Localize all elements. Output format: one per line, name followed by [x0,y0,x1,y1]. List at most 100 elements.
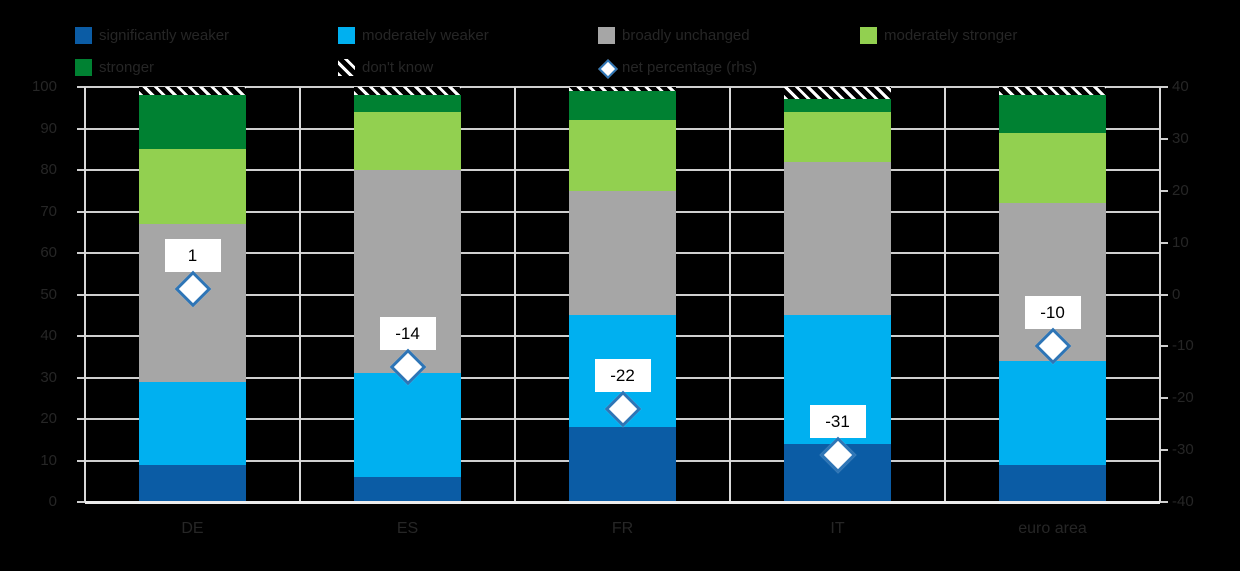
bar-segment [999,87,1106,96]
bar-segment [354,373,461,478]
bar-segment [569,87,676,92]
legend-label: don't know [362,58,434,76]
right-axis-tick [1160,189,1168,192]
left-axis-tick [77,335,85,337]
bar-segment [999,360,1106,465]
right-axis-tick [1160,501,1168,503]
right-axis-tick [1160,86,1168,88]
stronger-swatch-icon [75,58,92,76]
right-axis-tick-label: 30 [1172,129,1189,147]
v-gridline [84,87,86,502]
right-axis-tick [1160,241,1168,244]
bar-segment [999,95,1106,133]
v-gridline [1159,87,1161,502]
left-axis-tick-label: 90 [40,119,57,137]
moderately-stronger-swatch-icon [860,26,877,44]
v-gridline [514,87,516,502]
bar-segment [354,95,461,112]
legend-item-moderately-stronger: moderately stronger [860,26,1017,44]
right-axis-tick [1160,293,1168,296]
left-axis-tick [77,169,85,171]
right-axis-tick-label: 20 [1172,181,1189,199]
moderately-weaker-swatch-icon [338,26,355,44]
bar-segment [139,381,246,465]
left-axis-tick-label: 50 [40,285,57,303]
net-percentage-value-label: 1 [164,239,221,273]
net-percentage-value-label: -14 [379,317,436,351]
v-gridline [299,87,301,502]
bar-segment [569,91,676,121]
left-axis-tick [77,501,85,503]
bar-segment [139,87,246,96]
legend-item-stronger: stronger [75,58,154,76]
left-axis-tick [77,459,85,462]
category-label: IT [830,520,845,537]
bar-segment [354,87,461,96]
left-axis-tick [77,127,85,130]
right-axis-tick [1160,137,1168,140]
left-axis-tick-label: 100 [31,78,57,95]
bar-segment [354,111,461,170]
bar-segment [569,120,676,191]
left-axis-tick-label: 20 [40,410,57,427]
bar-segment [139,149,246,224]
right-axis-tick [1160,449,1168,452]
right-axis-tick-label: 0 [1172,285,1181,303]
bar-segment [354,477,461,502]
left-axis-tick [77,252,85,254]
right-axis-tick-label: -10 [1172,337,1194,355]
significantly-weaker-swatch-icon [75,26,92,44]
left-axis-tick-label: 70 [40,202,57,220]
net-percentage-diamond-icon [598,58,618,79]
left-axis-tick [77,293,85,296]
bar-segment [784,111,891,162]
legend-label: broadly unchanged [622,26,750,44]
legend-label: moderately weaker [362,26,489,44]
left-axis-tick [77,86,85,88]
legend-item-net-percentage: net percentage (rhs) [598,58,758,79]
left-axis-tick-label: 10 [40,451,57,469]
net-percentage-value-label: -10 [1024,296,1081,330]
legend-item-moderately-weaker: moderately weaker [338,26,489,44]
broadly-unchanged-swatch-icon [598,26,615,44]
bar-segment [569,427,676,502]
left-axis-tick [77,376,85,379]
category-label: DE [181,520,204,537]
legend-item-broadly-unchanged: broadly unchanged [598,26,750,44]
right-axis-tick-label: -20 [1172,389,1194,407]
legend-item-dont-know: don't know [338,58,433,76]
bar-segment [999,132,1106,204]
category-label: ES [396,520,419,537]
dont-know-hatch-swatch-icon [338,58,355,76]
left-axis-tick [77,418,85,420]
left-axis-tick-label: 80 [40,161,57,178]
legend-label: moderately stronger [884,26,1018,44]
left-axis-tick-label: 40 [40,327,57,344]
right-axis-tick-label: 40 [1172,78,1189,95]
net-percentage-value-label: -31 [809,405,866,439]
net-percentage-value-label: -22 [594,358,651,392]
legend-item-significantly-weaker: significantly weaker [75,26,229,44]
x-axis-line [85,501,1160,504]
bar-segment [784,99,891,112]
bar-segment [139,95,246,150]
right-axis-tick [1160,397,1168,400]
bar-segment [784,87,891,100]
right-axis-tick-label: -30 [1172,441,1194,459]
bar-segment [569,190,676,316]
left-axis-tick [77,210,85,213]
right-axis-tick [1160,345,1168,348]
left-axis-tick-label: 0 [48,493,57,510]
legend-label: significantly weaker [99,26,230,44]
left-axis-tick-label: 60 [40,244,57,261]
category-label: FR [611,520,634,537]
legend-label: net percentage (rhs) [622,58,758,76]
bar-segment [784,161,891,316]
right-axis-tick-label: -40 [1172,493,1194,510]
left-axis-tick-label: 30 [40,368,57,386]
bar-segment [999,464,1106,502]
category-label: euro area [1018,520,1087,537]
bar-segment [139,464,246,502]
legend-label: stronger [99,58,155,76]
